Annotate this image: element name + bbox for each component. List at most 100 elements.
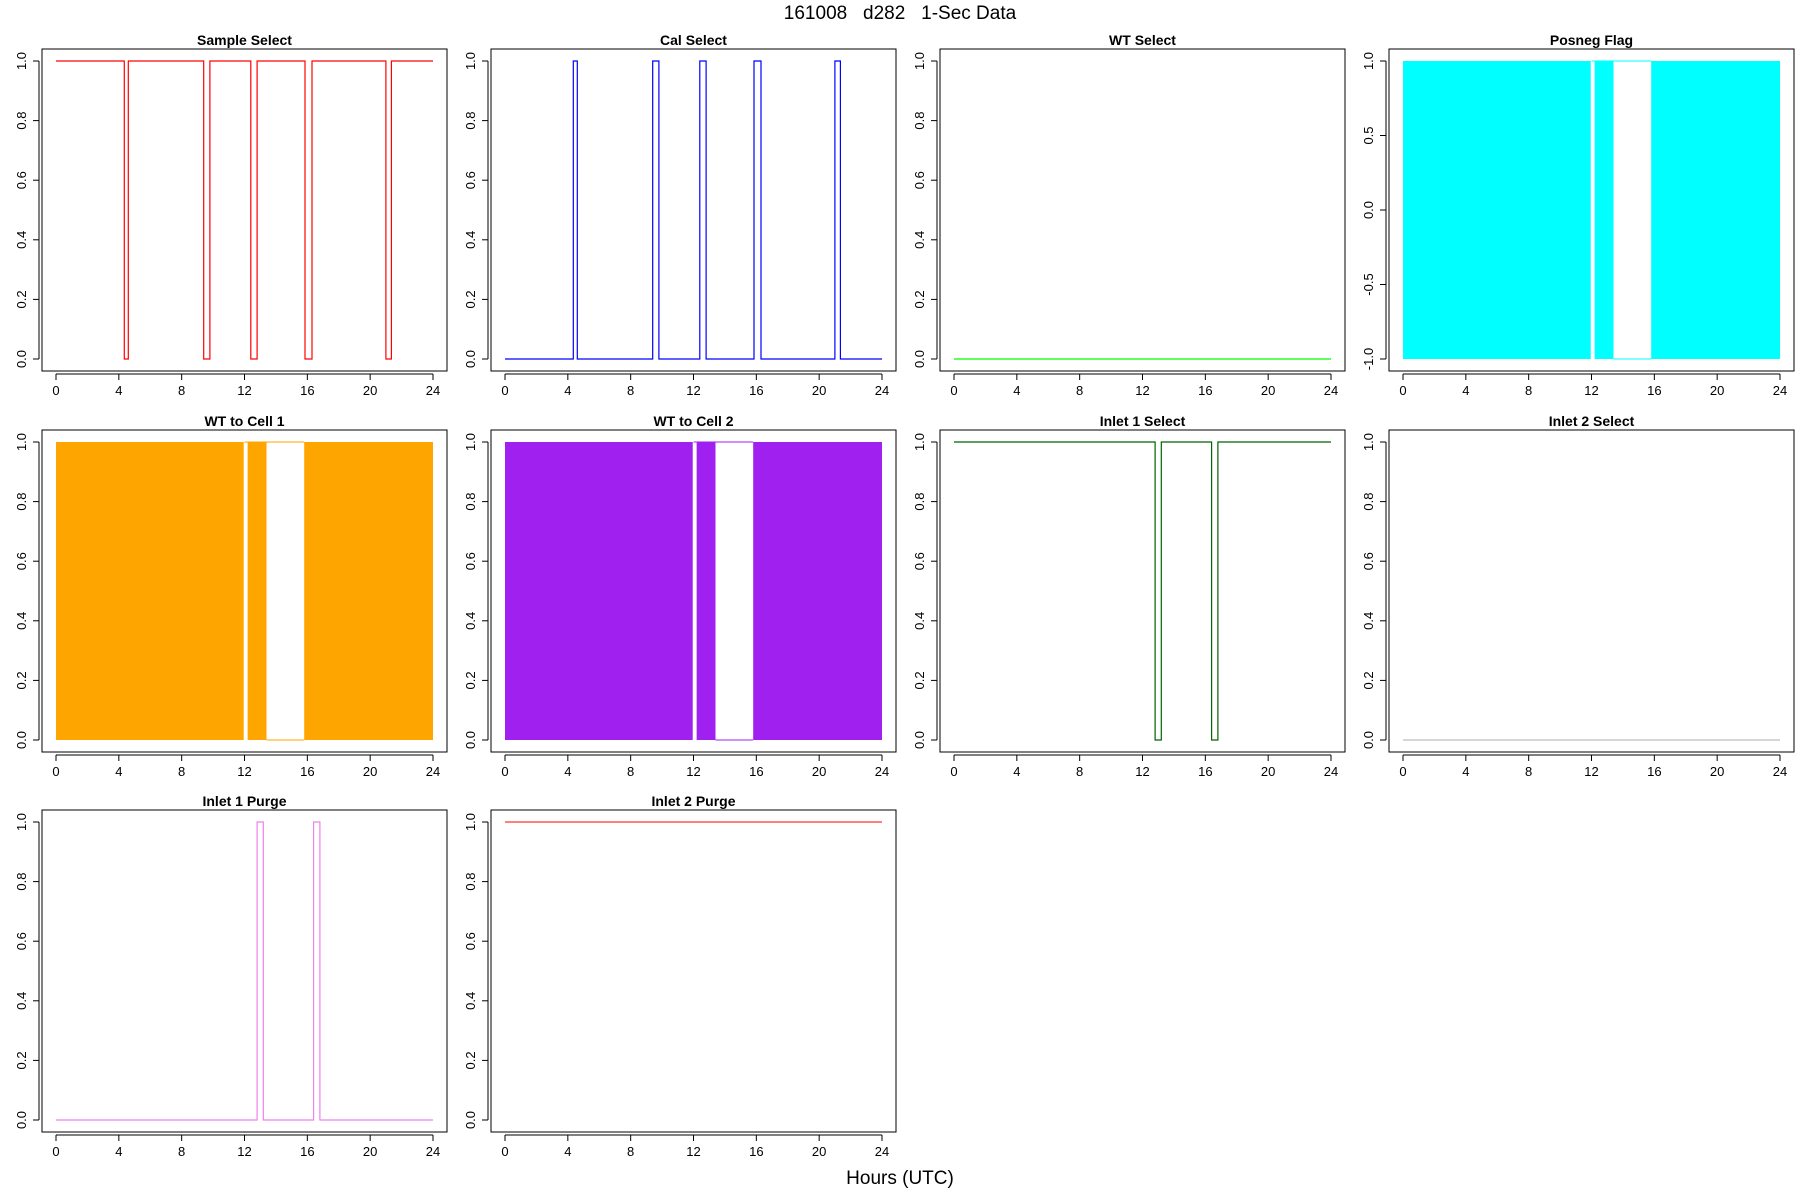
y-tick-label: 0.8 xyxy=(1361,493,1376,511)
panel-title: Inlet 2 Purge xyxy=(651,793,735,809)
x-tick-label: 4 xyxy=(1013,383,1020,398)
y-tick-label: 0.5 xyxy=(1361,126,1376,144)
panel-title: Inlet 1 Purge xyxy=(202,793,286,809)
x-tick-label: 16 xyxy=(1647,383,1661,398)
y-axis: 0.0 0.2 0.4 0.6 0.8 1.0 xyxy=(1361,433,1387,749)
x-tick-label: 4 xyxy=(564,383,571,398)
x-tick-label: 16 xyxy=(749,383,763,398)
x-tick-label: 0 xyxy=(52,764,59,779)
x-tick-label: 24 xyxy=(1324,764,1338,779)
x-tick-label: 24 xyxy=(875,764,889,779)
y-tick-label: 1.0 xyxy=(14,813,29,831)
y-tick-label: 0.8 xyxy=(14,873,29,891)
y-tick-label: 0.4 xyxy=(463,992,478,1010)
x-axis: 0 4 8 12 16 20 24 xyxy=(1399,373,1787,398)
band-1 xyxy=(1594,61,1614,359)
y-tick-label: 0.2 xyxy=(463,1051,478,1069)
x-tick-label: 16 xyxy=(300,764,314,779)
panel-inlet-2-purge: Inlet 2 Purge 0 4 8 12 16 20 24 0.0 0.2 0.4 0.6 0.8 1… xyxy=(463,793,897,1159)
x-tick-label: 12 xyxy=(237,764,251,779)
x-tick-label: 4 xyxy=(1013,764,1020,779)
x-tick-label: 24 xyxy=(426,383,440,398)
y-tick-label: 0.8 xyxy=(463,873,478,891)
x-tick-label: 12 xyxy=(1135,764,1149,779)
y-tick-label: 0.0 xyxy=(1361,731,1376,749)
x-tick-label: 24 xyxy=(426,1144,440,1159)
x-tick-label: 12 xyxy=(237,1144,251,1159)
band-2 xyxy=(304,442,433,740)
x-tick-label: 24 xyxy=(875,1144,889,1159)
y-axis: 0.0 0.2 0.4 0.6 0.8 1.0 xyxy=(14,52,40,368)
x-tick-label: 20 xyxy=(1710,383,1724,398)
plot-frame xyxy=(41,429,448,753)
y-axis: 0.0 0.2 0.4 0.6 0.8 1.0 xyxy=(463,813,489,1129)
series-line xyxy=(56,60,433,360)
plot-frame xyxy=(939,429,1346,753)
y-tick-label: 1.0 xyxy=(463,52,478,70)
y-tick-label: 0.0 xyxy=(463,1111,478,1129)
x-tick-label: 12 xyxy=(686,764,700,779)
y-tick-label: -0.5 xyxy=(1361,273,1376,295)
x-tick-label: 12 xyxy=(686,383,700,398)
y-tick-label: 0.6 xyxy=(463,552,478,570)
x-tick-label: 8 xyxy=(627,764,634,779)
panel-title: Posneg Flag xyxy=(1550,32,1633,48)
y-tick-label: 0.2 xyxy=(14,290,29,308)
x-tick-label: 12 xyxy=(1584,764,1598,779)
panel-inlet-2-select: Inlet 2 Select 0 4 8 12 16 20 24 0.0 0.2 0.4 0.6 0.8… xyxy=(1361,413,1795,779)
y-tick-label: 0.4 xyxy=(14,231,29,249)
x-tick-label: 8 xyxy=(178,1144,185,1159)
data-marks xyxy=(56,441,433,741)
y-tick-label: 0.6 xyxy=(463,932,478,950)
y-tick-label: 0.2 xyxy=(14,1051,29,1069)
x-tick-label: 0 xyxy=(501,383,508,398)
y-tick-label: 0.2 xyxy=(463,671,478,689)
band-1 xyxy=(247,442,267,740)
x-tick-label: 8 xyxy=(178,383,185,398)
x-tick-label: 0 xyxy=(950,764,957,779)
band-2 xyxy=(753,442,882,740)
y-tick-label: 0.0 xyxy=(463,731,478,749)
x-tick-label: 8 xyxy=(1076,383,1083,398)
y-tick-label: 0.6 xyxy=(912,552,927,570)
x-tick-label: 16 xyxy=(300,383,314,398)
panel-title: Inlet 1 Select xyxy=(1100,413,1186,429)
x-tick-label: 12 xyxy=(686,1144,700,1159)
x-tick-label: 20 xyxy=(363,1144,377,1159)
x-tick-label: 16 xyxy=(300,1144,314,1159)
x-tick-label: 4 xyxy=(1462,383,1469,398)
y-tick-label: 0.2 xyxy=(14,671,29,689)
band-0 xyxy=(1403,61,1591,359)
panel-wt-to-cell-2: WT to Cell 2 0 4 8 12 16 20 24 0.0 0.2 0.4 0.6 0.8 1.… xyxy=(463,413,897,779)
y-tick-label: 0.8 xyxy=(912,112,927,130)
y-tick-label: 1.0 xyxy=(463,813,478,831)
x-tick-label: 24 xyxy=(1773,383,1787,398)
x-tick-label: 8 xyxy=(1525,383,1532,398)
plot-frame xyxy=(490,429,897,753)
band-0 xyxy=(505,442,693,740)
y-tick-label: 0.0 xyxy=(14,1111,29,1129)
x-tick-label: 20 xyxy=(1261,383,1275,398)
panel-inlet-1-select: Inlet 1 Select 0 4 8 12 16 20 24 0.0 0.2 0.4 0.6 0.8… xyxy=(912,413,1346,779)
y-tick-label: 0.8 xyxy=(14,493,29,511)
y-tick-label: 0.6 xyxy=(14,171,29,189)
x-axis: 0 4 8 12 16 20 24 xyxy=(52,1134,440,1159)
panel-wt-select: WT Select 0 4 8 12 16 20 24 0.0 0.2 0.4 0.6 0.8 1.0 xyxy=(912,32,1346,398)
y-tick-label: 0.4 xyxy=(1361,612,1376,630)
x-tick-label: 0 xyxy=(501,1144,508,1159)
data-marks xyxy=(505,60,882,360)
x-tick-label: 20 xyxy=(812,1144,826,1159)
x-tick-label: 8 xyxy=(627,383,634,398)
x-tick-label: 8 xyxy=(627,1144,634,1159)
band-1 xyxy=(696,442,716,740)
x-tick-label: 12 xyxy=(1584,383,1598,398)
x-tick-label: 16 xyxy=(1647,764,1661,779)
x-tick-label: 0 xyxy=(1399,383,1406,398)
y-tick-label: 0.6 xyxy=(463,171,478,189)
y-tick-label: 0.0 xyxy=(463,350,478,368)
y-tick-label: 0.2 xyxy=(912,290,927,308)
y-axis: -1.0 -0.5 0.0 0.5 1.0 xyxy=(1361,52,1387,370)
x-tick-label: 8 xyxy=(1525,764,1532,779)
y-tick-label: 0.0 xyxy=(14,731,29,749)
x-axis: 0 4 8 12 16 20 24 xyxy=(950,754,1338,779)
